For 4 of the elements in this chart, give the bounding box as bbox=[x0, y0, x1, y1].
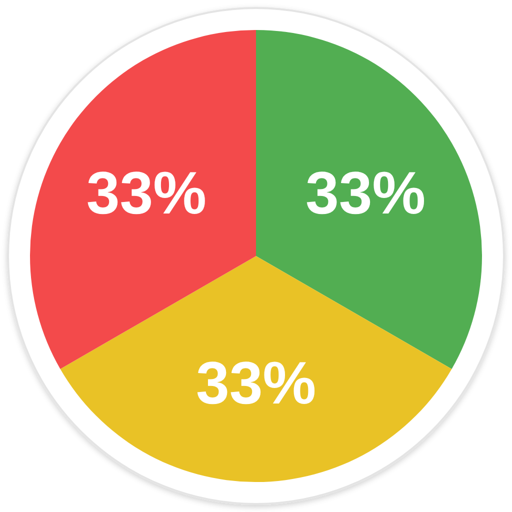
data-label: 33% bbox=[86, 160, 206, 227]
pie-slice bbox=[60, 256, 452, 482]
data-label: 33% bbox=[306, 160, 426, 227]
data-label: 33% bbox=[196, 350, 316, 417]
